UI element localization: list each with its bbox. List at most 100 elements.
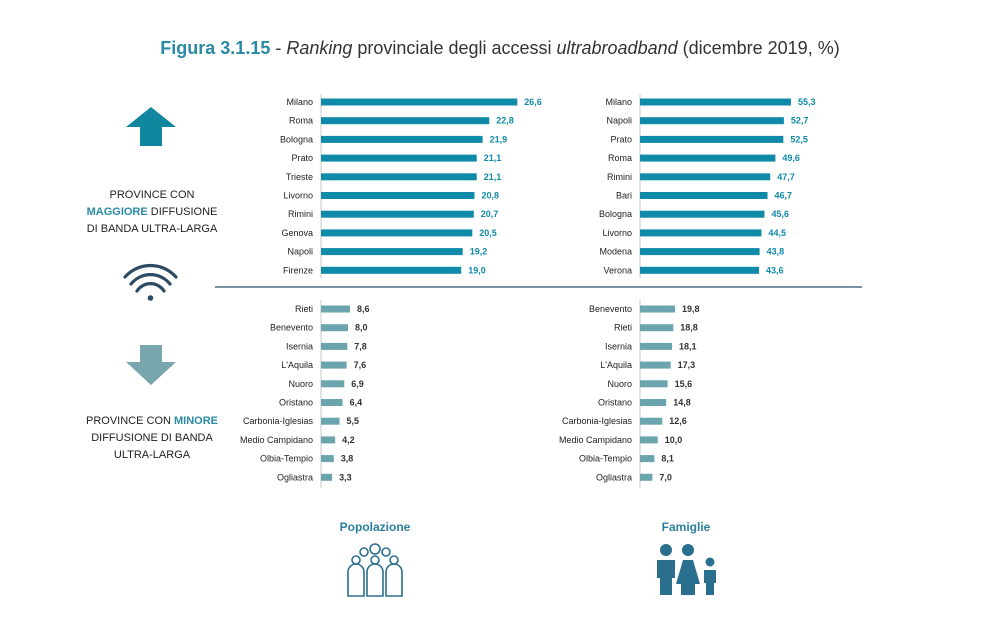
bar-pop-top-3 bbox=[321, 135, 483, 143]
bar-pop-bottom-3 bbox=[321, 342, 348, 350]
category-label-pop-bottom-6: Oristano bbox=[279, 398, 313, 408]
bar-pop-bottom-9 bbox=[321, 455, 334, 463]
value-label-pop-bottom-7: 5,5 bbox=[347, 416, 360, 426]
bar-pop-top-9 bbox=[321, 248, 463, 256]
bar-fam-bottom-2 bbox=[640, 324, 674, 332]
title-separator: - bbox=[270, 38, 287, 58]
category-label-pop-top-8: Genova bbox=[281, 228, 313, 238]
value-label-fam-top-7: 45,6 bbox=[771, 209, 789, 219]
value-label-fam-top-6: 46,7 bbox=[774, 191, 792, 201]
value-label-pop-bottom-2: 8,0 bbox=[355, 323, 368, 333]
category-label-fam-top-5: Rimini bbox=[607, 172, 632, 182]
category-label-fam-top-9: Modena bbox=[599, 247, 632, 257]
bar-fam-bottom-9 bbox=[640, 455, 655, 463]
bar-fam-top-4 bbox=[640, 154, 776, 162]
bars-group: Milano 26,6 Roma 22,8 Bologna 21,9 Prato 21,1 Tr… bbox=[240, 97, 816, 482]
value-label-pop-bottom-8: 4,2 bbox=[342, 435, 355, 445]
value-label-fam-top-9: 43,8 bbox=[767, 247, 785, 257]
category-label-pop-top-9: Napoli bbox=[287, 247, 313, 257]
bar-fam-bottom-5 bbox=[640, 380, 668, 388]
category-label-fam-bottom-3: Isernia bbox=[605, 341, 632, 351]
value-label-pop-top-2: 22,8 bbox=[496, 116, 514, 126]
value-label-fam-top-3: 52,5 bbox=[790, 134, 808, 144]
category-label-pop-bottom-8: Medio Campidano bbox=[240, 435, 313, 445]
bar-pop-bottom-2 bbox=[321, 324, 348, 332]
bar-fam-bottom-1 bbox=[640, 305, 676, 313]
category-label-fam-bottom-4: L'Aquila bbox=[600, 360, 632, 370]
bar-fam-top-9 bbox=[640, 248, 760, 256]
category-label-pop-top-5: Trieste bbox=[286, 172, 313, 182]
category-label-fam-bottom-8: Medio Campidano bbox=[559, 435, 632, 445]
bar-fam-top-6 bbox=[640, 192, 768, 199]
category-label-pop-bottom-4: L'Aquila bbox=[281, 360, 313, 370]
bar-pop-top-4 bbox=[321, 154, 477, 162]
value-label-pop-bottom-5: 6,9 bbox=[351, 379, 364, 389]
value-label-fam-bottom-4: 17,3 bbox=[678, 360, 696, 370]
bar-pop-top-8 bbox=[321, 229, 473, 237]
category-label-pop-top-4: Prato bbox=[291, 153, 313, 163]
title-middle: provinciale degli accessi bbox=[352, 38, 557, 58]
bar-fam-top-7 bbox=[640, 210, 765, 218]
value-label-pop-top-7: 20,7 bbox=[481, 209, 499, 219]
bar-fam-top-10 bbox=[640, 266, 760, 274]
bar-pop-bottom-6 bbox=[321, 399, 343, 406]
bar-fam-top-3 bbox=[640, 135, 784, 143]
category-label-fam-top-7: Bologna bbox=[599, 209, 632, 219]
legend-top-line2: MAGGIORE DIFFUSIONE bbox=[62, 204, 242, 221]
category-label-fam-top-6: Bari bbox=[616, 191, 632, 201]
category-label-pop-top-3: Bologna bbox=[280, 134, 313, 144]
value-label-pop-top-6: 20,8 bbox=[482, 191, 500, 201]
wifi-icon bbox=[123, 263, 178, 301]
bar-fam-top-8 bbox=[640, 229, 762, 237]
category-label-fam-bottom-2: Rieti bbox=[614, 323, 632, 333]
bar-fam-bottom-10 bbox=[640, 473, 653, 481]
category-label-fam-bottom-9: Olbia-Tempio bbox=[579, 454, 632, 464]
bar-pop-bottom-10 bbox=[321, 473, 333, 481]
value-label-pop-top-8: 20,5 bbox=[479, 228, 497, 238]
value-label-fam-bottom-10: 7,0 bbox=[659, 472, 672, 482]
legend-top-line3: DI BANDA ULTRA-LARGA bbox=[86, 223, 218, 235]
category-label-pop-top-10: Firenze bbox=[283, 265, 313, 275]
figure-title: Figura 3.1.15 - Ranking provinciale degl… bbox=[0, 38, 1000, 59]
category-label-fam-bottom-5: Nuoro bbox=[607, 379, 632, 389]
bar-pop-top-5 bbox=[321, 173, 477, 181]
bar-pop-bottom-5 bbox=[321, 380, 345, 388]
category-label-fam-bottom-6: Oristano bbox=[598, 398, 632, 408]
category-label-pop-bottom-9: Olbia-Tempio bbox=[260, 454, 313, 464]
bar-fam-bottom-3 bbox=[640, 342, 673, 350]
category-label-pop-bottom-5: Nuoro bbox=[288, 379, 313, 389]
value-label-pop-top-1: 26,6 bbox=[524, 97, 542, 107]
value-label-pop-bottom-9: 3,8 bbox=[341, 454, 354, 464]
category-label-pop-bottom-3: Isernia bbox=[286, 341, 313, 351]
category-label-fam-top-8: Livorno bbox=[602, 228, 632, 238]
category-label-pop-top-2: Roma bbox=[289, 116, 313, 126]
bar-fam-top-5 bbox=[640, 173, 771, 181]
bar-pop-top-7 bbox=[321, 210, 474, 218]
category-label-fam-top-4: Roma bbox=[608, 153, 632, 163]
value-label-fam-bottom-6: 14,8 bbox=[673, 398, 691, 408]
bar-pop-top-2 bbox=[321, 117, 490, 125]
category-label-pop-bottom-1: Rieti bbox=[295, 304, 313, 314]
figure-number: Figura 3.1.15 bbox=[160, 38, 271, 58]
value-label-pop-top-3: 21,9 bbox=[490, 134, 508, 144]
legend-top-line2-rest: DIFFUSIONE bbox=[147, 206, 218, 218]
value-label-pop-bottom-10: 3,3 bbox=[339, 472, 352, 482]
value-label-fam-top-8: 44,5 bbox=[768, 228, 786, 238]
category-label-pop-bottom-7: Carbonia-Iglesias bbox=[243, 416, 314, 426]
bar-fam-bottom-4 bbox=[640, 361, 671, 369]
title-word-ranking: Ranking bbox=[286, 38, 353, 58]
value-label-pop-bottom-6: 6,4 bbox=[350, 398, 363, 408]
bar-pop-bottom-1 bbox=[321, 305, 350, 313]
bar-fam-bottom-6 bbox=[640, 399, 667, 406]
category-label-fam-bottom-10: Ogliastra bbox=[596, 472, 632, 482]
category-label-fam-top-3: Prato bbox=[610, 134, 632, 144]
value-label-fam-bottom-9: 8,1 bbox=[661, 454, 674, 464]
legend-top-line1: PROVINCE CON bbox=[109, 189, 195, 201]
value-label-fam-top-5: 47,7 bbox=[777, 172, 795, 182]
bar-pop-bottom-7 bbox=[321, 417, 340, 425]
category-label-pop-bottom-2: Benevento bbox=[270, 323, 313, 333]
bar-pop-bottom-4 bbox=[321, 361, 347, 369]
panel-label-famiglie: Famiglie bbox=[661, 520, 711, 534]
value-label-fam-bottom-8: 10,0 bbox=[665, 435, 683, 445]
